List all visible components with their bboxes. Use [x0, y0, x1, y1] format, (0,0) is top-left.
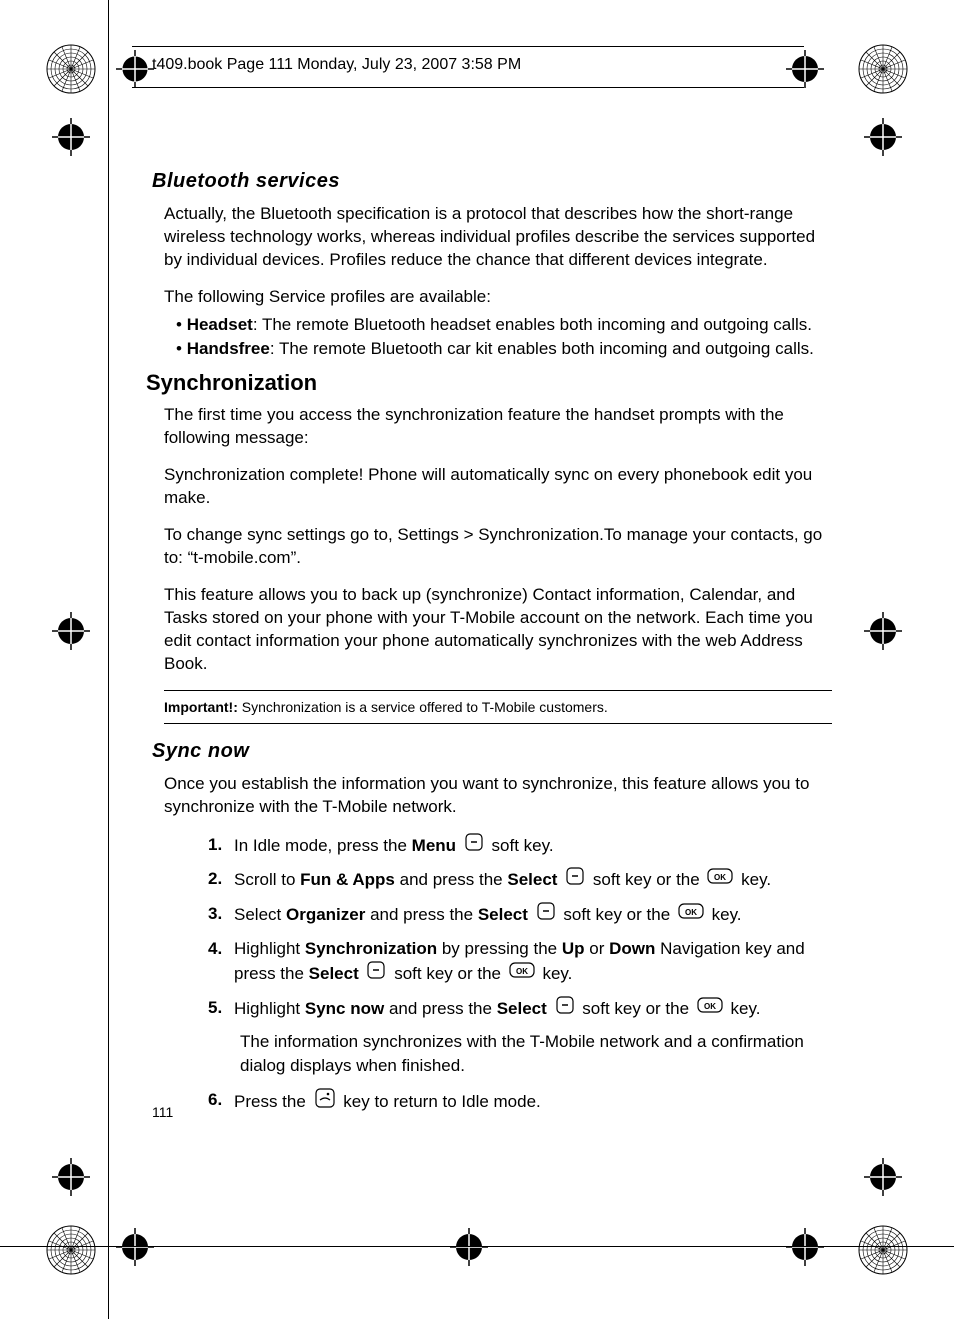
heading-sync-now: Sync now — [152, 740, 832, 763]
para-sync-2: Synchronization complete! Phone will aut… — [164, 464, 832, 510]
softkey-icon — [365, 960, 387, 987]
crossmark-right-mid — [864, 612, 902, 650]
step-num-2: 2. — [208, 867, 222, 891]
crossmark-bottom-right — [786, 1228, 824, 1266]
crossmark-bottom-left — [116, 1228, 154, 1266]
steps-list: 1. In Idle mode, press the Menu soft key… — [208, 833, 832, 1117]
step-6: 6. Press the key to return to Idle mode. — [208, 1088, 832, 1117]
regmark-tl — [44, 42, 98, 96]
para-syncnow-intro: Once you establish the information you w… — [164, 773, 832, 819]
regmark-bl — [44, 1223, 98, 1277]
note-important: Important!: Synchronization is a service… — [164, 690, 832, 724]
step-4: 4. Highlight Synchronization by pressing… — [208, 937, 832, 988]
step-2: 2. Scroll to Fun & Apps and press the Se… — [208, 867, 832, 894]
end-key-icon — [313, 1087, 337, 1116]
header-band: t409.book Page 111 Monday, July 23, 2007… — [108, 46, 904, 98]
para-sync-3: To change sync settings go to, Settings … — [164, 524, 832, 570]
crossmark-right-upper — [864, 118, 902, 156]
note-label: Important!: — [164, 699, 238, 715]
step-num-1: 1. — [208, 833, 222, 857]
ok-key-icon: OK — [677, 902, 705, 927]
step-5-sub: The information synchronizes with the T-… — [240, 1030, 832, 1078]
crossmark-left-upper — [52, 118, 90, 156]
header-line-top — [132, 46, 804, 47]
ok-key-icon: OK — [508, 961, 536, 986]
step-5: 5. Highlight Sync now and press the Sele… — [208, 996, 832, 1023]
heading-bluetooth-services: Bluetooth services — [152, 170, 832, 193]
bullet-headset: • Headset: The remote Bluetooth headset … — [188, 313, 832, 337]
crossmark-left-lower — [52, 1158, 90, 1196]
para-bt-1: Actually, the Bluetooth specification is… — [164, 203, 832, 272]
hline-bottom — [0, 1246, 954, 1247]
note-text: Synchronization is a service offered to … — [238, 699, 608, 715]
step-num-6: 6. — [208, 1088, 222, 1112]
svg-text:OK: OK — [685, 908, 697, 917]
page-content: Bluetooth services Actually, the Bluetoo… — [152, 170, 832, 1125]
para-sync-4: This feature allows you to back up (sync… — [164, 584, 832, 676]
para-bt-2: The following Service profiles are avail… — [164, 286, 832, 309]
step-1: 1. In Idle mode, press the Menu soft key… — [208, 833, 832, 860]
softkey-icon — [535, 901, 557, 928]
header-text: t409.book Page 111 Monday, July 23, 2007… — [152, 56, 521, 74]
header-line-bot — [132, 87, 804, 88]
softkey-icon — [463, 832, 485, 859]
bullet-handsfree: • Handsfree: The remote Bluetooth car ki… — [188, 337, 832, 361]
crossmark-right-lower — [864, 1158, 902, 1196]
step-3: 3. Select Organizer and press the Select… — [208, 902, 832, 929]
crossmark-left-mid — [52, 612, 90, 650]
regmark-br — [856, 1223, 910, 1277]
page-number: 111 — [152, 1104, 173, 1120]
softkey-icon — [554, 995, 576, 1022]
svg-text:OK: OK — [714, 873, 726, 882]
para-sync-1: The first time you access the synchroniz… — [164, 404, 832, 450]
softkey-icon — [564, 866, 586, 893]
vline-left — [108, 0, 109, 1319]
crossmark-bottom-center — [450, 1228, 488, 1266]
ok-key-icon: OK — [696, 996, 724, 1021]
svg-text:OK: OK — [516, 967, 528, 976]
step-num-3: 3. — [208, 902, 222, 926]
heading-synchronization: Synchronization — [146, 370, 832, 396]
svg-text:OK: OK — [704, 1002, 716, 1011]
ok-key-icon: OK — [706, 867, 734, 892]
step-num-5: 5. — [208, 996, 222, 1020]
step-num-4: 4. — [208, 937, 222, 961]
